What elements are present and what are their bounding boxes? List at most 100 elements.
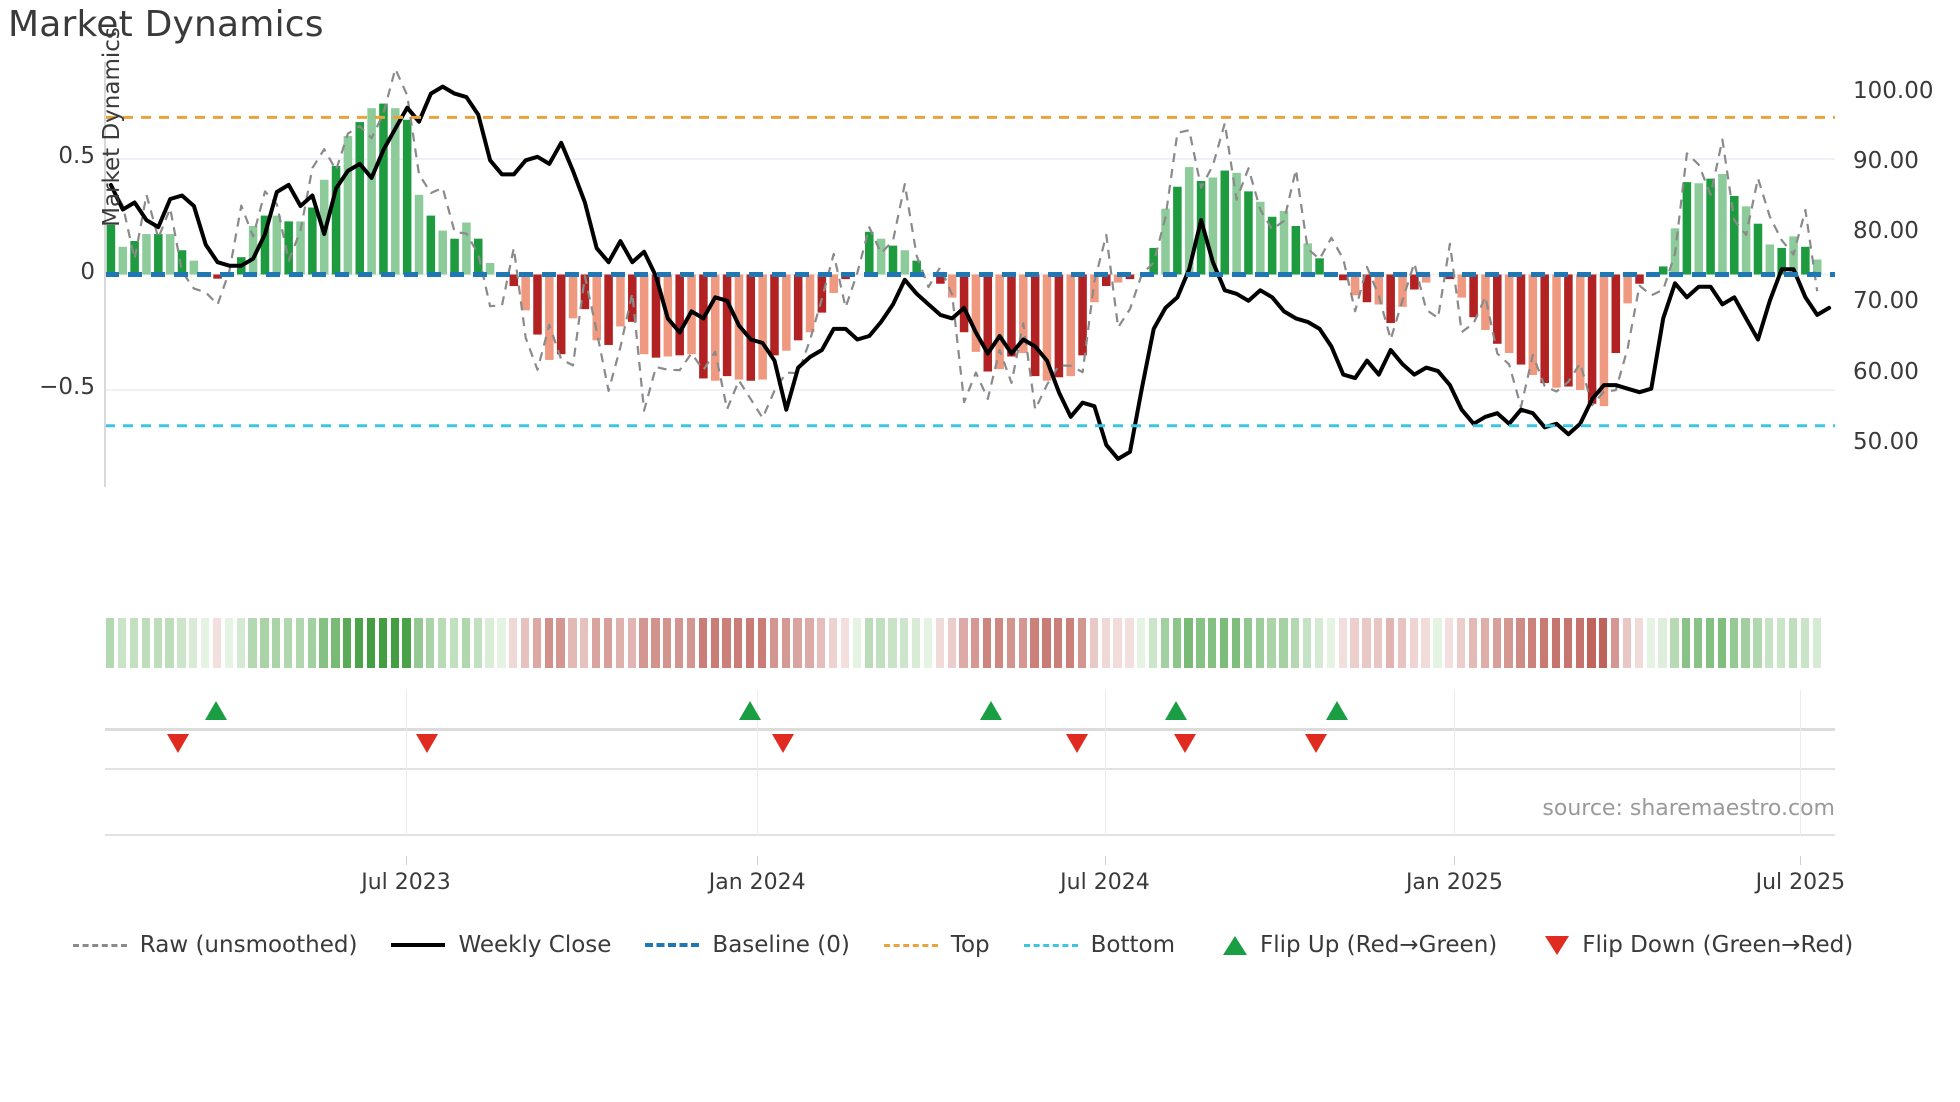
heatmap-cell: [674, 618, 684, 668]
flip-up-marker[interactable]: [1164, 701, 1187, 720]
heatmap-cell: [746, 618, 755, 668]
main-chart-svg: [104, 62, 1835, 487]
legend-item-label: Raw (unsmoothed): [139, 932, 358, 958]
market-dynamics-bar: [1611, 274, 1621, 354]
market-dynamics-bar: [485, 262, 495, 275]
legend-item-label: Flip Up (Red→Green): [1260, 932, 1498, 958]
dashed-line-icon: [1023, 943, 1078, 947]
heatmap-cell: [1504, 618, 1513, 668]
heatmap-cell: [1646, 618, 1655, 668]
market-dynamics-bar: [1587, 274, 1597, 404]
market-dynamics-bar: [1718, 174, 1727, 275]
legend-item-label: Bottom: [1090, 932, 1176, 958]
market-dynamics-bar: [805, 274, 815, 333]
market-dynamics-bar: [189, 260, 199, 275]
dashed-line-icon: [645, 943, 700, 947]
flip-up-marker[interactable]: [204, 701, 227, 720]
flip-down-marker[interactable]: [1173, 734, 1196, 753]
heatmap-cell: [1196, 618, 1205, 668]
heatmap-cell: [212, 618, 222, 668]
flip-down-marker[interactable]: [1066, 734, 1089, 753]
market-dynamics-bar: [1362, 274, 1372, 303]
heatmap-cell: [343, 618, 352, 668]
flip-down-marker[interactable]: [1305, 734, 1327, 753]
heatmap-cell: [935, 618, 944, 668]
market-dynamics-bar: [865, 231, 874, 275]
market-dynamics-bar: [545, 274, 554, 360]
market-dynamics-bar: [1102, 274, 1111, 287]
market-dynamics-bar: [675, 274, 684, 356]
market-dynamics-bar: [699, 274, 708, 379]
heatmap-cell: [1065, 618, 1075, 668]
heatmap-cell: [1160, 618, 1170, 668]
flip-down-marker[interactable]: [772, 734, 795, 753]
heatmap-cell: [1753, 618, 1762, 668]
flip-down-marker[interactable]: [166, 734, 189, 753]
heatmap-cell: [1551, 618, 1561, 668]
heatmap-cell: [1042, 618, 1051, 668]
market-dynamics-bar: [876, 238, 886, 275]
heatmap-cell: [520, 618, 530, 668]
market-dynamics-bar: [1753, 223, 1763, 275]
heatmap-cell: [1539, 618, 1549, 668]
flip-down-marker[interactable]: [415, 734, 438, 753]
market-dynamics-bar: [426, 215, 436, 275]
market-dynamics-bar: [118, 246, 128, 275]
heatmap-cell: [473, 618, 482, 668]
heatmap-cell: [757, 618, 767, 668]
market-dynamics-bar: [391, 108, 400, 275]
flip-up-marker[interactable]: [979, 701, 1002, 720]
market-dynamics-bar: [154, 234, 163, 275]
heatmap-cell: [331, 618, 340, 668]
flip-panel-gridline: [1454, 690, 1456, 768]
y-axis-right-tick: 50.00: [1853, 428, 1919, 455]
heatmap-cell: [189, 618, 198, 668]
market-dynamics-bar: [1540, 274, 1549, 384]
triangle-up-icon: [1223, 935, 1248, 955]
flip-up-marker[interactable]: [739, 701, 762, 720]
market-dynamics-bar: [829, 274, 838, 293]
legend-item-raw-unsmoothed[interactable]: Raw (unsmoothed): [72, 932, 358, 958]
market-dynamics-bar: [1244, 191, 1253, 275]
legend-item-flip-down-green-red[interactable]: Flip Down (Green→Red): [1531, 932, 1853, 958]
legend-item-weekly-close[interactable]: Weekly Close: [391, 932, 611, 958]
heatmap-cell: [1765, 618, 1774, 668]
heatmap-cell: [793, 618, 802, 668]
market-dynamics-bar: [556, 274, 566, 355]
market-dynamics-bar: [260, 215, 270, 275]
flip-baseline: [105, 728, 1835, 731]
legend-item-baseline-0[interactable]: Baseline (0): [645, 932, 850, 958]
market-dynamics-bar: [1149, 247, 1158, 275]
market-dynamics-bar: [1338, 274, 1348, 281]
market-dynamics-bar: [1113, 274, 1123, 283]
y-axis-right-tick: 80.00: [1853, 218, 1919, 245]
heatmap-cell: [805, 618, 814, 668]
market-dynamics-bar: [1421, 274, 1431, 283]
market-dynamics-bar: [1504, 274, 1514, 354]
heatmap-cell: [900, 618, 909, 668]
flip-panel-gridline: [1800, 690, 1802, 768]
heatmap-cell: [283, 618, 293, 668]
legend-item-flip-up-red-green[interactable]: Flip Up (Red→Green): [1209, 932, 1497, 958]
market-dynamics-bar: [1682, 182, 1692, 275]
heatmap-cell: [710, 618, 719, 668]
legend-item-top[interactable]: Top: [883, 932, 990, 958]
source-panel-gridline: [1800, 768, 1802, 836]
heatmap-cell: [1338, 618, 1347, 668]
market-dynamics-bar: [106, 224, 116, 275]
market-dynamics-bar: [130, 241, 139, 275]
market-dynamics-bar: [1801, 246, 1810, 275]
heatmap-cell: [1326, 618, 1335, 668]
flip-up-marker[interactable]: [1325, 701, 1348, 720]
panel-divider: [105, 768, 1835, 770]
market-dynamics-bar: [900, 250, 910, 275]
legend-item-label: Weekly Close: [458, 932, 612, 958]
market-dynamics-bar: [1078, 274, 1087, 356]
legend-item-bottom[interactable]: Bottom: [1023, 932, 1176, 958]
heatmap-cell: [994, 618, 1004, 668]
market-dynamics-bar: [1812, 259, 1822, 275]
heatmap-cell: [1302, 618, 1312, 668]
market-dynamics-bar: [568, 274, 578, 319]
market-dynamics-bar: [1279, 210, 1289, 275]
